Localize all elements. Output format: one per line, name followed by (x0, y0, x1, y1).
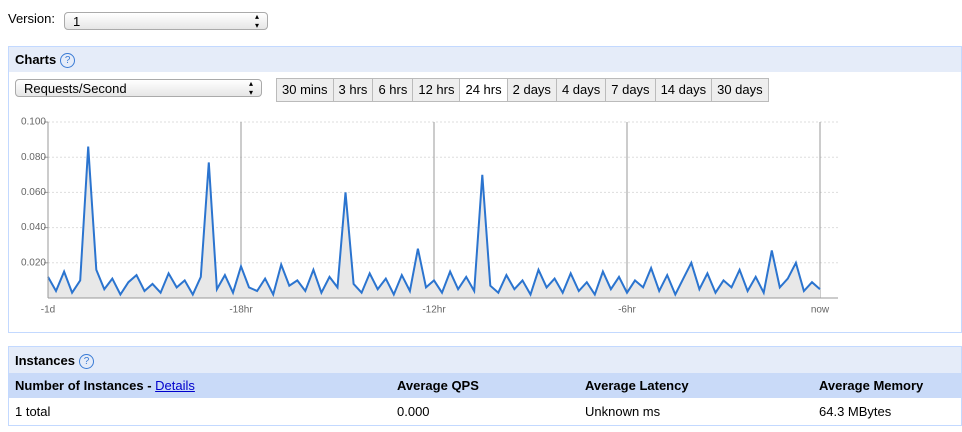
table-row: 1 total 0.000 Unknown ms 64.3 MBytes (9, 398, 961, 424)
chart: 0.020 0.040 0.060 0.080 0.100 -1d -18hr -12hr -6… (21, 117, 838, 316)
version-select[interactable]: 1 (64, 12, 268, 30)
metric-select[interactable]: Requests/Second (15, 79, 262, 97)
table-header: Number of Instances - Details Average QP… (9, 373, 961, 398)
details-link[interactable]: Details (155, 378, 195, 393)
cell: Unknown ms (585, 403, 661, 419)
range-button[interactable]: 30 mins (276, 78, 334, 102)
cell: 64.3 MBytes (819, 403, 892, 419)
x-tick-label: -12hr (422, 305, 446, 316)
range-button[interactable]: 30 days (711, 78, 769, 102)
y-tick-label: 0.080 (21, 152, 46, 163)
charts-header: Charts? (9, 46, 961, 72)
range-button[interactable]: 14 days (654, 78, 713, 102)
header-cell: Average Memory (819, 378, 924, 393)
area (48, 146, 820, 298)
y-tick-label: 0.100 (21, 117, 46, 128)
header-cell: Average Latency (585, 378, 689, 393)
range-buttons: 30 mins 3 hrs 6 hrs 12 hrs 24 hrs 2 days 4 day… (276, 78, 769, 102)
line (47, 146, 821, 298)
x-tick-label: now (811, 305, 830, 316)
y-tick-label: 0.060 (21, 187, 46, 198)
range-button[interactable]: 12 hrs (412, 78, 461, 102)
range-button[interactable]: 7 days (605, 78, 656, 102)
header-cell: Number of Instances - (15, 378, 156, 393)
version-label: Version: (8, 11, 55, 26)
x-tick-label: -18hr (229, 305, 253, 316)
cell: 1 total (15, 403, 51, 419)
y-tick-label: 0.020 (21, 257, 46, 268)
range-button[interactable]: 24 hrs (459, 78, 508, 102)
help-icon[interactable]: ? (60, 53, 76, 68)
cell: 0.000 (397, 403, 430, 419)
range-button[interactable]: 2 days (506, 78, 557, 102)
charts-title: Charts (15, 52, 57, 67)
y-tick-label: 0.040 (21, 222, 46, 233)
range-button[interactable]: 3 hrs (332, 78, 374, 102)
range-button[interactable]: 4 days (555, 78, 607, 102)
help-icon[interactable]: ? (78, 354, 94, 369)
instances-table: Number of Instances - Details Average QP… (9, 373, 961, 424)
instances-title: Instances (15, 353, 75, 368)
x-tick-label: -1d (41, 305, 55, 316)
header-cell: Average QPS (397, 378, 479, 393)
x-tick-label: -6hr (618, 305, 636, 316)
instances-panel: Instances? Number of Instances - Details… (8, 346, 962, 426)
instances-header: Instances? (9, 346, 961, 373)
